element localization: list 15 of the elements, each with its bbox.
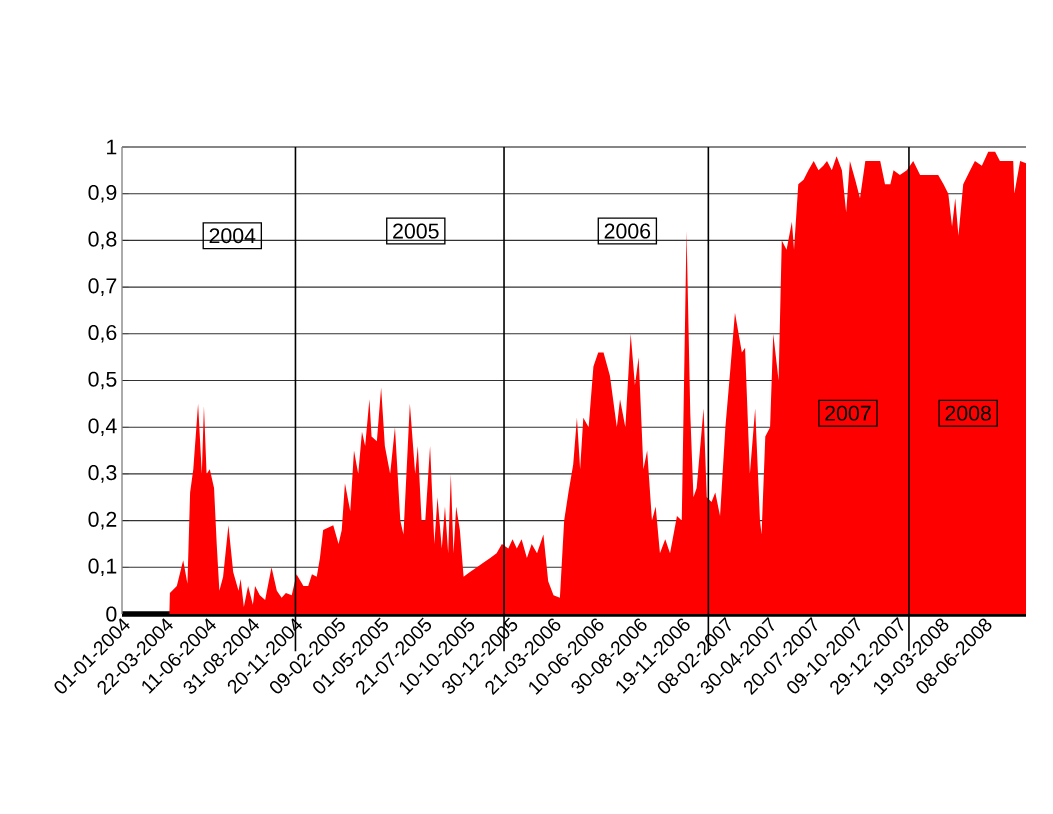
annotation: 2006 xyxy=(604,223,651,239)
annotation: 2008 xyxy=(945,405,991,421)
y-tick-label: 1 xyxy=(107,139,117,155)
y-tick-label: 0,3 xyxy=(88,465,117,483)
y-tick-label: 0,4 xyxy=(88,418,117,436)
annotation: 2005 xyxy=(393,223,439,239)
y-tick-label: 0,1 xyxy=(88,558,117,577)
y-tick-label: 0,2 xyxy=(88,511,117,530)
y-tick-label: 0,9 xyxy=(88,184,117,203)
y-tick-label: 0,5 xyxy=(88,371,117,390)
y-tick-label: 0,7 xyxy=(88,278,117,296)
annotation: 2007 xyxy=(825,405,871,421)
y-tick-label: 0,8 xyxy=(88,231,117,250)
annotation: 2004 xyxy=(209,228,256,244)
y-tick-label: 0,6 xyxy=(88,324,117,343)
